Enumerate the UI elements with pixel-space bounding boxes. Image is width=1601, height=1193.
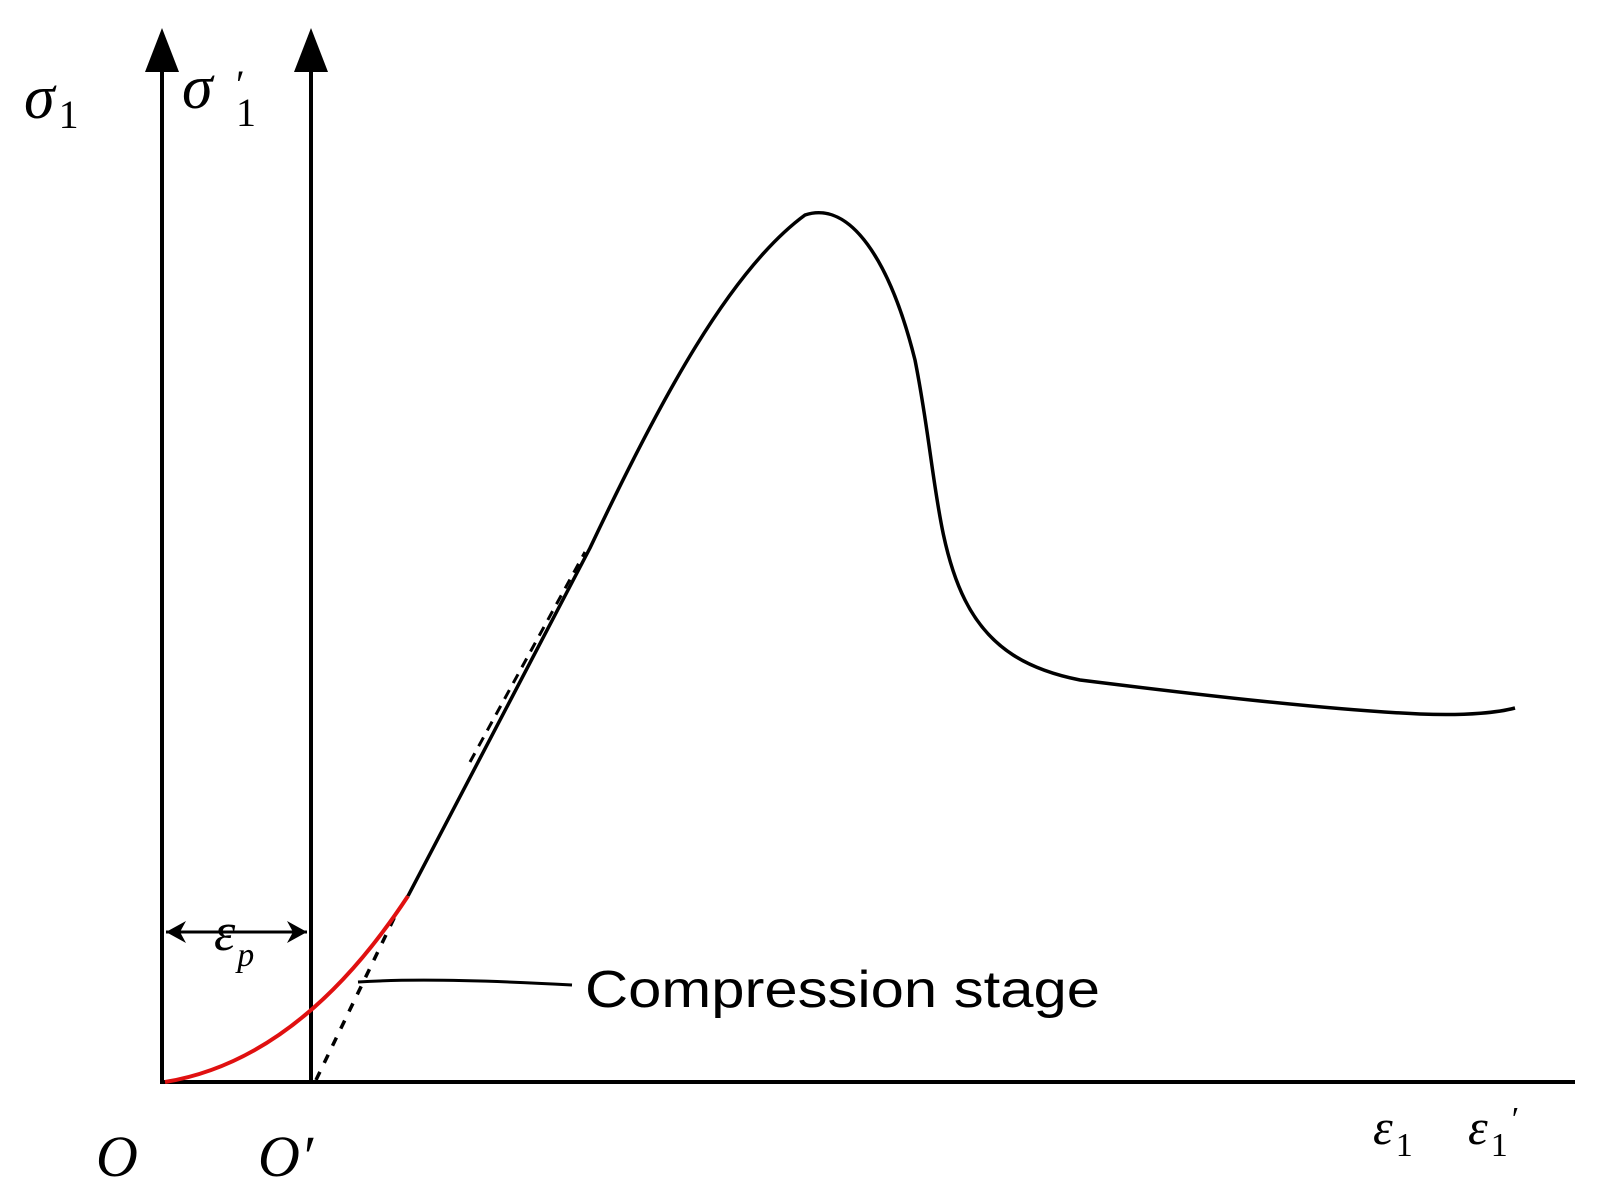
sigma1-prime-subscript: 1 <box>236 90 256 135</box>
compression-stage-annotation: Compression stage <box>585 961 1100 1019</box>
sigma1-axis-arrowhead-icon <box>145 28 179 72</box>
stress-strain-curve <box>406 211 1516 897</box>
eps1-label: ε1 <box>1373 1099 1413 1164</box>
sigma1-prime-mark: ′ <box>236 62 245 107</box>
eps-p-right-arrowhead-icon <box>287 921 307 943</box>
eps1-prime-label: ε1′ <box>1468 1099 1519 1164</box>
eps-p-left-arrowhead-icon <box>166 921 186 943</box>
initial-tangent-dotted-line <box>314 909 400 1081</box>
sigma1-prime-axis-arrowhead-icon <box>294 28 328 72</box>
compression-stage-curve <box>164 894 410 1084</box>
origin-label: O <box>96 1124 138 1189</box>
origin-prime-label: O′ <box>258 1124 317 1189</box>
sigma1-prime-label: σ <box>182 54 215 122</box>
linear-stage-dotted-line <box>468 551 587 763</box>
eps-p-label: εp <box>214 902 254 974</box>
annotation-leader-line <box>357 978 573 987</box>
